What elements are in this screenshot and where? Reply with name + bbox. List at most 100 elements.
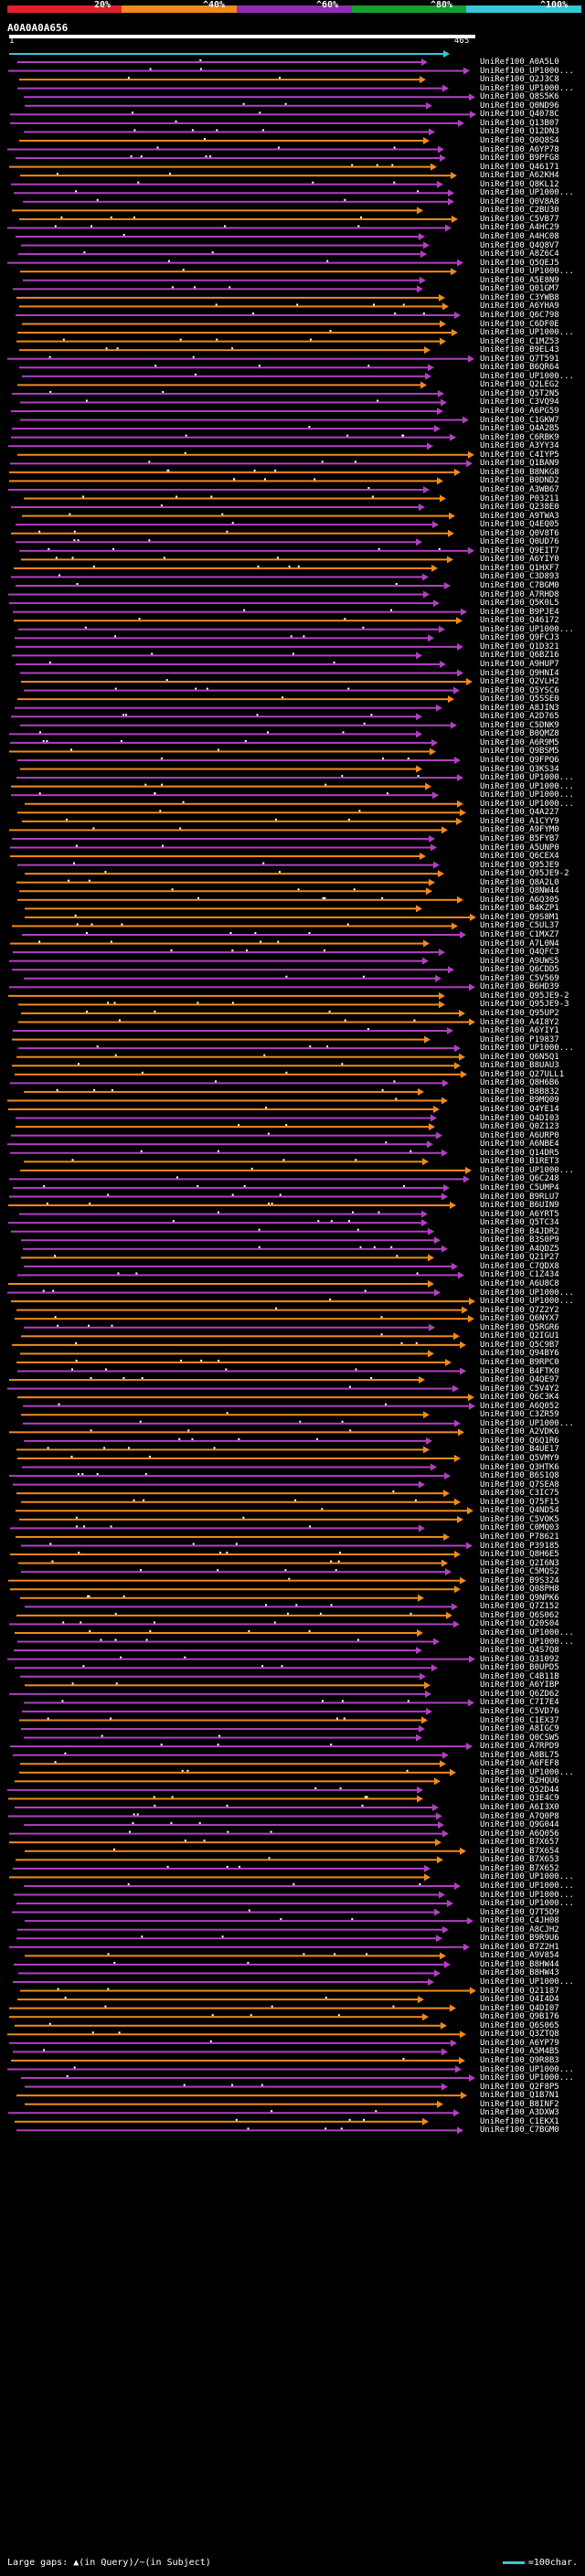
hit-label[interactable]: UniRef100_A7L0N4: [480, 938, 559, 949]
hit-bar[interactable]: [16, 585, 444, 587]
hit-label[interactable]: UniRef100_UP1000...: [480, 1872, 574, 1882]
hit-label[interactable]: UniRef100_Q01GM7: [480, 284, 559, 294]
hit-bar[interactable]: [24, 96, 469, 99]
hit-label[interactable]: UniRef100_A4HC29: [480, 223, 559, 233]
hit-row[interactable]: [20, 172, 457, 180]
hit-bar[interactable]: [8, 445, 427, 448]
hit-label[interactable]: UniRef100_Q3E4C9: [480, 1794, 559, 1804]
hit-bar[interactable]: [10, 1527, 419, 1530]
hit-label[interactable]: UniRef100_C5UL37: [480, 921, 559, 931]
hit-row[interactable]: [16, 1053, 465, 1061]
hit-label[interactable]: UniRef100_B4FTK0: [480, 1366, 559, 1376]
hit-row[interactable]: [10, 1551, 461, 1559]
hit-label[interactable]: UniRef100_A5M4B5: [480, 2047, 559, 2057]
hit-bar[interactable]: [12, 1038, 424, 1041]
hit-label[interactable]: UniRef100_A62KH4: [480, 171, 559, 181]
hit-bar[interactable]: [24, 1439, 426, 1442]
hit-bar[interactable]: [23, 1247, 441, 1250]
hit-bar[interactable]: [24, 1090, 418, 1093]
hit-label[interactable]: UniRef100_UP1000...: [480, 781, 574, 791]
hit-row[interactable]: [12, 1341, 466, 1349]
hit-bar[interactable]: [22, 514, 449, 517]
hit-label[interactable]: UniRef100_A7Q0P8: [480, 1811, 559, 1821]
hit-bar[interactable]: [16, 1614, 446, 1617]
hit-bar[interactable]: [23, 1405, 469, 1407]
hit-label[interactable]: UniRef100_A8CJH2: [480, 1924, 559, 1935]
hit-label[interactable]: UniRef100_B3S0P9: [480, 1235, 559, 1246]
hit-label[interactable]: UniRef100_B6QR64: [480, 363, 559, 373]
hit-row[interactable]: [15, 1804, 439, 1811]
hit-label[interactable]: UniRef100_Q95JE9: [480, 860, 559, 870]
hit-label[interactable]: UniRef100_Q95UP2: [480, 1008, 559, 1018]
hit-row[interactable]: [17, 84, 449, 92]
hit-row[interactable]: [9, 2004, 456, 2012]
hit-row[interactable]: [16, 521, 439, 529]
hit-row[interactable]: [9, 1690, 431, 1698]
hit-bar[interactable]: [16, 296, 439, 299]
hit-bar[interactable]: [21, 1239, 434, 1242]
hit-label[interactable]: UniRef100_A9TWA3: [480, 511, 559, 521]
hit-bar[interactable]: [11, 410, 437, 412]
hit-bar[interactable]: [18, 628, 439, 631]
hit-label[interactable]: UniRef100_B8B832: [480, 1087, 559, 1097]
hit-bar[interactable]: [16, 1448, 423, 1451]
hit-bar[interactable]: [13, 951, 439, 954]
hit-row[interactable]: [17, 1367, 466, 1375]
hit-row[interactable]: [8, 1219, 428, 1227]
hit-row[interactable]: [9, 1175, 470, 1183]
hit-bar[interactable]: [11, 794, 432, 797]
hit-bar[interactable]: [25, 2085, 441, 2088]
hit-label[interactable]: UniRef100_UP1000...: [480, 1297, 574, 1307]
hit-row[interactable]: [16, 1358, 452, 1366]
hit-bar[interactable]: [7, 1788, 417, 1791]
hit-row[interactable]: [8, 1795, 423, 1803]
hit-bar[interactable]: [16, 2094, 461, 2097]
hit-row[interactable]: [8, 442, 433, 451]
hit-row[interactable]: [21, 1009, 465, 1017]
hit-bar[interactable]: [17, 1928, 442, 1931]
hit-label[interactable]: UniRef100_C0MQ03: [480, 1523, 559, 1533]
hit-bar[interactable]: [21, 558, 447, 561]
hit-label[interactable]: UniRef100_A9FYM0: [480, 825, 559, 835]
hit-bar[interactable]: [13, 288, 417, 291]
hit-label[interactable]: UniRef100_B9S324: [480, 1575, 559, 1585]
hit-label[interactable]: UniRef100_B6S1Q8: [480, 1471, 559, 1481]
hit-label[interactable]: UniRef100_Q9B176: [480, 2012, 559, 2022]
hit-bar[interactable]: [16, 1055, 459, 1058]
hit-bar[interactable]: [11, 436, 450, 439]
hit-row[interactable]: [7, 1384, 459, 1393]
hit-row[interactable]: [22, 512, 455, 520]
hit-label[interactable]: UniRef100_Q9S8M1: [480, 912, 559, 922]
hit-row[interactable]: [9, 2039, 457, 2047]
hit-bar[interactable]: [11, 506, 419, 509]
hit-label[interactable]: UniRef100_Q94BY6: [480, 1349, 559, 1359]
hit-row[interactable]: [17, 757, 461, 764]
hit-label[interactable]: UniRef100_C2BU30: [480, 206, 559, 216]
hit-row[interactable]: [10, 1585, 461, 1594]
hit-bar[interactable]: [15, 1780, 434, 1783]
hit-row[interactable]: [21, 1236, 441, 1245]
hit-label[interactable]: UniRef100_Q9EIT7: [480, 546, 559, 556]
hit-row[interactable]: [11, 1227, 434, 1235]
hit-bar[interactable]: [7, 148, 438, 151]
hit-row[interactable]: [10, 1149, 448, 1157]
query-self-hit[interactable]: [9, 53, 443, 55]
hit-bar[interactable]: [25, 104, 426, 107]
hit-row[interactable]: [10, 1079, 449, 1087]
hit-bar[interactable]: [21, 1414, 423, 1416]
hit-label[interactable]: UniRef100_A8IGC9: [480, 1724, 559, 1734]
hit-label[interactable]: UniRef100_Q31092: [480, 1654, 559, 1664]
hit-label[interactable]: UniRef100_A6Q305: [480, 895, 559, 905]
hit-row[interactable]: [19, 1716, 428, 1724]
hit-row[interactable]: [14, 1960, 451, 1968]
hit-label[interactable]: UniRef100_B9EL43: [480, 345, 559, 355]
hit-bar[interactable]: [14, 567, 431, 569]
hit-row[interactable]: [9, 599, 440, 608]
hit-row[interactable]: [20, 398, 447, 407]
hit-label[interactable]: UniRef100_Q4S7Q8: [480, 1646, 559, 1656]
hit-bar[interactable]: [21, 1500, 454, 1503]
hit-label[interactable]: UniRef100_C7BGM0: [480, 581, 559, 590]
hit-label[interactable]: UniRef100_Q4078C: [480, 110, 559, 120]
hit-label[interactable]: UniRef100_Q6CEX4: [480, 852, 559, 862]
hit-row[interactable]: [16, 1532, 450, 1541]
